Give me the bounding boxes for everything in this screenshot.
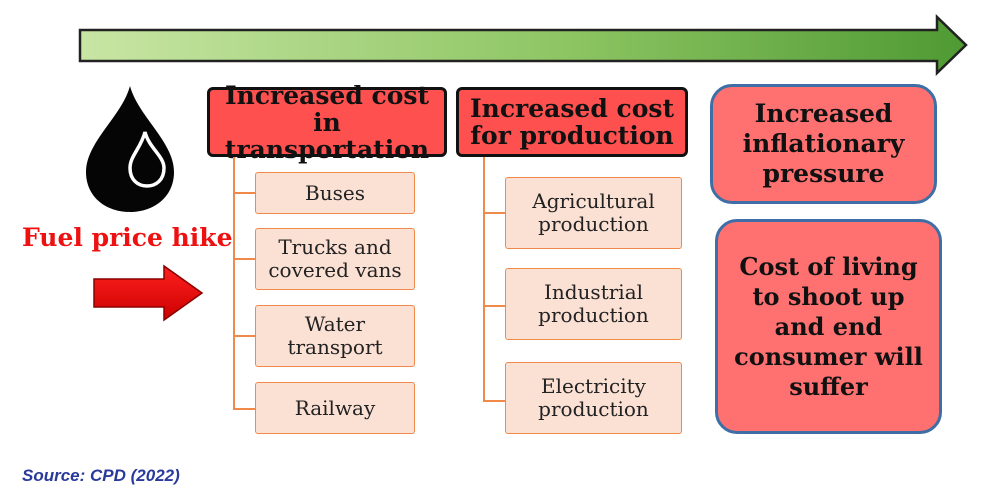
source-note: Source: CPD (2022) — [22, 466, 180, 485]
oil-drop-icon — [86, 86, 174, 212]
electricity-production-box: Electricity production — [505, 362, 682, 434]
inflationary-pressure-box: Increased inflationary pressure — [710, 84, 937, 204]
green-gradient-arrow-icon — [78, 14, 968, 76]
trucks-and-covered-vans-box: Trucks and covered vans — [255, 228, 415, 290]
railway-box: Railway — [255, 382, 415, 434]
industrial-production-box: Industrial production — [505, 268, 682, 340]
red-arrow-icon — [93, 264, 204, 322]
transportation-cost-header: Increased cost in transportation — [207, 82, 447, 163]
production-cost-header: Increased cost for production — [456, 87, 688, 157]
fuel-price-hike-label: Fuel price hike — [22, 223, 233, 252]
buses-box: Buses — [255, 172, 415, 214]
cost-of-living-box: Cost of living to shoot up and end consu… — [715, 219, 942, 434]
water-transport-box: Water transport — [255, 305, 415, 367]
agricultural-production-box: Agricultural production — [505, 177, 682, 249]
